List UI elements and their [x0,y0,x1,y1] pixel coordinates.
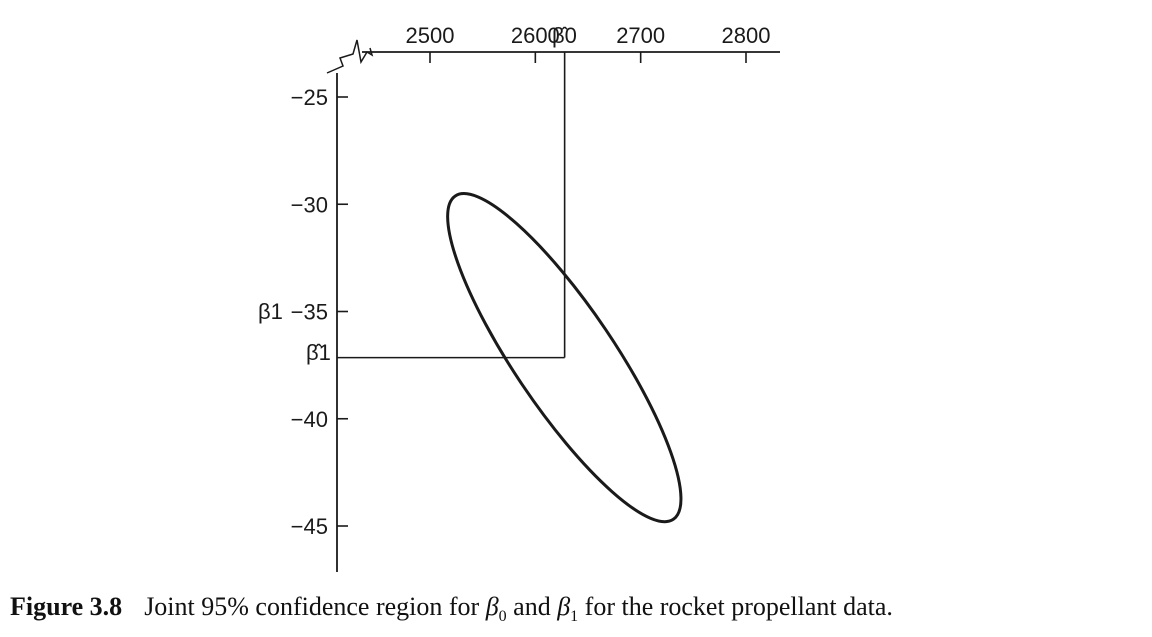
caption-beta-symbol-1: β [557,592,571,621]
x-tick-label: 2500 [406,23,455,48]
y-tick-label: −35 [291,300,328,325]
y-tick-label: −25 [291,85,328,110]
x-axis-ticks: 2500 2600 2700 2800 [406,23,771,63]
confidence-region-ellipse [446,192,683,524]
y-tick-label: −30 [291,192,328,217]
y-axis-title: β1 [258,299,283,324]
caption-text-before: Joint 95% confidence region for [144,592,486,621]
y-tick-label: −40 [291,407,328,432]
x-tick-label: 2800 [722,23,771,48]
caption-text-middle: and [506,592,558,621]
caption-subscript-0: 0 [498,608,507,626]
caption-beta-symbol-0: β [485,592,499,621]
caption-text-after: for the rocket propellant data. [578,592,893,621]
x-axis-title: β̂0 [552,23,577,48]
axis-break-zigzag [326,39,374,74]
caption-subscript-1: 1 [570,608,579,626]
figure-caption: Figure 3.8 Joint 95% confidence region fo… [10,592,893,626]
y-axis-ticks: −25 −30 −35 −40 −45 [291,85,348,539]
x-tick-label: 2600 [511,23,560,48]
figure-number: Figure 3.8 [10,592,123,621]
point-estimate-y-label: β̂1 [306,340,331,365]
x-tick-label: 2700 [616,23,665,48]
y-tick-label: −45 [291,514,328,539]
